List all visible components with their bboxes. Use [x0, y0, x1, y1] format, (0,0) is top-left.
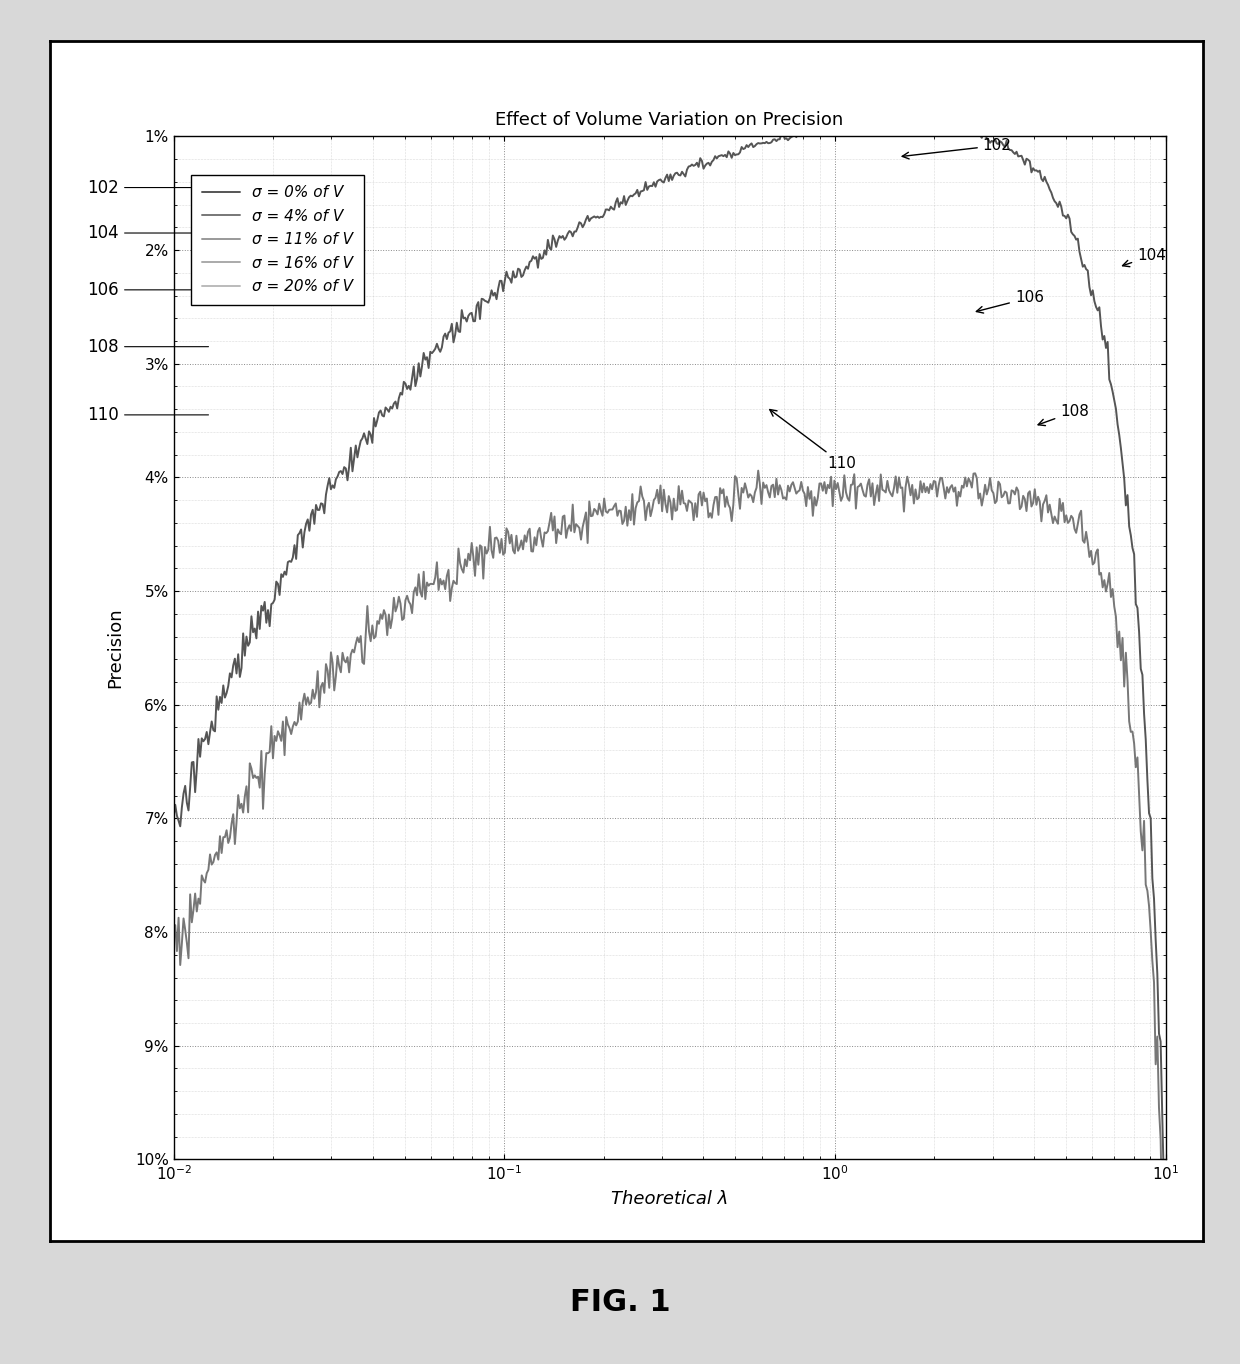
σ = 0% of V — [422, 360, 436, 376]
σ = 0% of V — [915, 116, 930, 132]
σ = 11% of V — [615, 1288, 630, 1304]
Text: FIG. 1: FIG. 1 — [569, 1288, 671, 1318]
Line: σ = 0% of V: σ = 0% of V — [174, 120, 1166, 1210]
σ = 4% of V — [915, 484, 930, 501]
σ = 4% of V — [750, 462, 765, 479]
σ = 0% of V — [166, 809, 181, 825]
σ = 11% of V — [867, 1188, 882, 1204]
σ = 4% of V — [1158, 1288, 1173, 1304]
σ = 11% of V — [750, 1271, 765, 1288]
Text: 106: 106 — [87, 281, 208, 299]
σ = 11% of V — [915, 1292, 930, 1308]
Text: 102: 102 — [87, 179, 208, 196]
σ = 4% of V — [422, 577, 436, 593]
σ = 0% of V — [615, 195, 630, 211]
σ = 4% of V — [831, 475, 846, 491]
Text: 110: 110 — [87, 406, 208, 424]
σ = 0% of V — [750, 135, 765, 151]
Title: Effect of Volume Variation on Precision: Effect of Volume Variation on Precision — [496, 112, 843, 130]
σ = 0% of V — [828, 123, 843, 139]
Y-axis label: Precision: Precision — [105, 607, 124, 689]
Text: 104: 104 — [87, 224, 208, 241]
σ = 0% of V — [342, 458, 357, 475]
Text: 110: 110 — [770, 409, 857, 471]
Text: 108: 108 — [87, 338, 208, 356]
σ = 0% of V — [883, 112, 898, 128]
σ = 11% of V — [422, 1352, 436, 1364]
Legend: σ = 0% of V, σ = 4% of V, σ = 11% of V, σ = 16% of V, σ = 20% of V: σ = 0% of V, σ = 4% of V, σ = 11% of V, … — [191, 175, 365, 304]
σ = 4% of V — [342, 664, 357, 681]
Text: 102: 102 — [903, 138, 1012, 160]
σ = 0% of V — [1158, 1202, 1173, 1218]
Text: 104: 104 — [1122, 248, 1166, 267]
Line: σ = 11% of V: σ = 11% of V — [174, 1196, 1166, 1364]
Text: 108: 108 — [1038, 404, 1089, 426]
Line: σ = 4% of V: σ = 4% of V — [174, 471, 1166, 1296]
Text: 106: 106 — [976, 291, 1044, 314]
σ = 4% of V — [753, 476, 768, 492]
X-axis label: Theoretical λ: Theoretical λ — [611, 1189, 728, 1209]
σ = 11% of V — [828, 1289, 843, 1305]
σ = 4% of V — [166, 933, 181, 949]
σ = 4% of V — [615, 516, 630, 532]
